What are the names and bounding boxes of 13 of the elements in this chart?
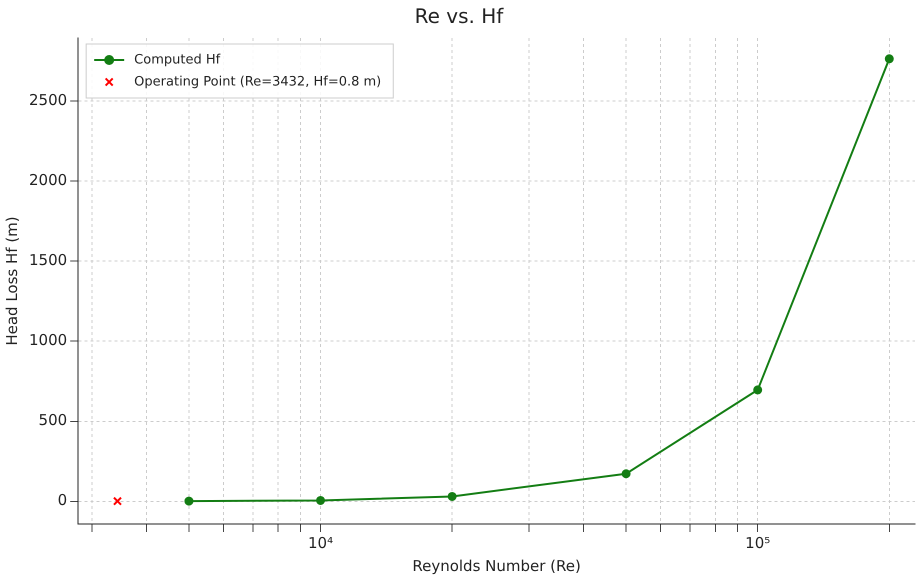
y-tick-label: 1500 xyxy=(28,251,68,270)
y-tick-label: 2500 xyxy=(28,91,68,110)
y-tick-label: 500 xyxy=(38,411,68,430)
x-tick-label: 10⁴ xyxy=(308,534,334,552)
chart-title: Re vs. Hf xyxy=(414,4,504,28)
legend-label: Operating Point (Re=3432, Hf=0.8 m) xyxy=(134,74,382,90)
y-axis-title: Head Loss Hf (m) xyxy=(2,216,21,346)
x-axis-title: Reynolds Number (Re) xyxy=(412,556,581,575)
legend-label: Computed Hf xyxy=(134,52,221,68)
y-tick-label: 2000 xyxy=(28,171,68,190)
y-tick-label: 1000 xyxy=(28,331,68,350)
y-tick-label: 0 xyxy=(58,491,68,510)
x-tick-label: 10⁵ xyxy=(745,534,770,552)
